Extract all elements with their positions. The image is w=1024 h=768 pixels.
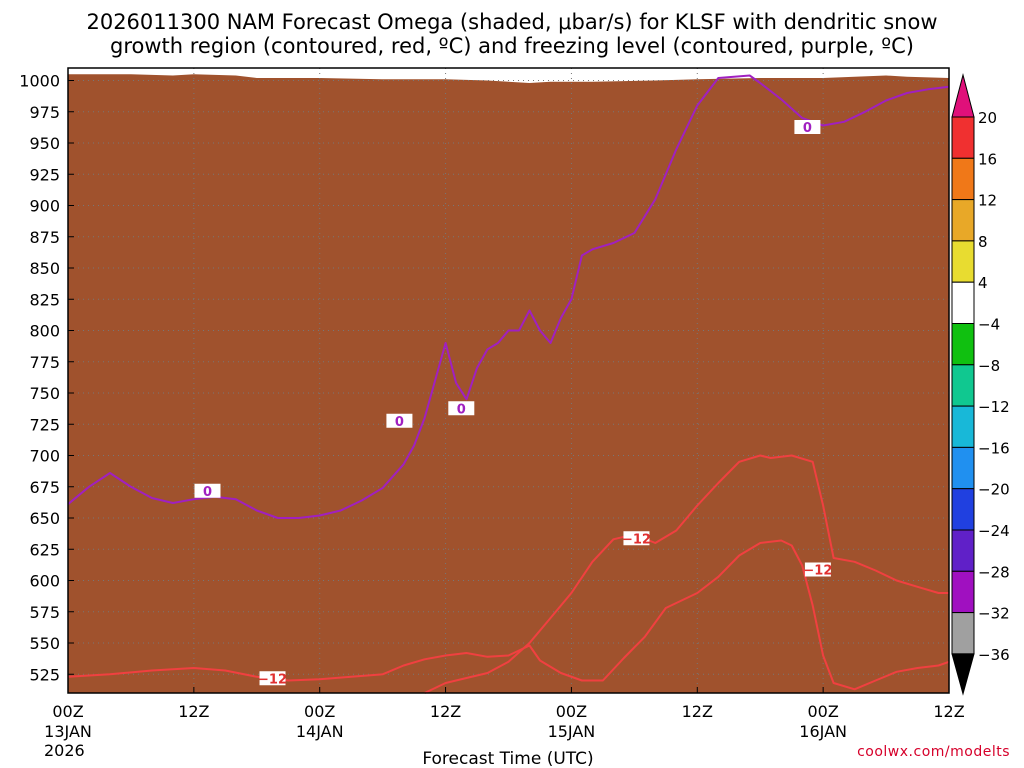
colorbar-label-11: −32	[978, 605, 1010, 623]
colorbar-label-3: 4	[978, 274, 988, 292]
colorbar-label-top: 20	[978, 109, 997, 127]
contour-label-bg-4	[386, 413, 413, 428]
colorbar-segment-4	[951, 281, 975, 325]
y-tick-label-825: 825	[29, 290, 60, 309]
contour-label-3: 0	[203, 485, 212, 500]
colorbar-label-12: −36	[978, 646, 1010, 664]
contour-label-bg-1	[623, 531, 650, 546]
y-tick-label-975: 975	[29, 103, 60, 122]
x-tick-date-72: 16JAN	[799, 722, 847, 741]
y-tick-label-875: 875	[29, 228, 60, 247]
axes: 525 550 575 600 625 650 675 700 725 750 775 800 825 8…	[19, 72, 964, 761]
colorbar-label-7: −16	[978, 439, 1010, 457]
chart-title-line-2: growth region (contoured, red, ºC) and f…	[110, 34, 914, 58]
colorbar-label-6: −12	[978, 398, 1010, 416]
colorbar-segment-0	[951, 116, 975, 159]
x-tick-label-12: 12Z	[178, 702, 209, 721]
contour-label-bg-6	[794, 120, 821, 134]
x-tick-label-48: 00Z	[556, 702, 587, 721]
colorbar-label-5: −8	[978, 357, 1000, 375]
terrain-surface	[68, 74, 949, 693]
colorbar-segment-8	[951, 446, 975, 490]
contour-label-bg-3	[194, 483, 221, 498]
contour-label-bg-5	[448, 401, 475, 416]
colorbar-segment-10	[951, 529, 975, 572]
y-tick-label-1000: 1000	[19, 72, 60, 91]
y-tick-label-600: 600	[29, 572, 60, 591]
contour-label-bg-2	[804, 562, 831, 577]
y-tick-label-900: 900	[29, 197, 60, 216]
colorbar-segment-11	[951, 570, 975, 614]
contour-lines: −12 −12 −12 0 0 0 0	[67, 74, 950, 694]
x-tick-date-24: 14JAN	[296, 722, 344, 741]
y-tick-label-725: 725	[29, 415, 60, 434]
contour-label-6: 0	[803, 121, 812, 136]
y-tick-label-925: 925	[29, 165, 60, 184]
colorbar-label-10: −28	[978, 563, 1010, 581]
credit-text: coolwx.com/modelts	[857, 744, 1010, 760]
x-tick-label-84: 12Z	[933, 702, 964, 721]
y-tick-label-675: 675	[29, 478, 60, 497]
contour-label-2: −12	[803, 564, 832, 579]
y-tick-label-525: 525	[29, 665, 60, 684]
x-tick-date-0: 13JAN	[44, 722, 92, 741]
colorbar-segment-6	[951, 364, 975, 407]
colorbar-segment-3	[951, 240, 975, 283]
colorbar-segment-5	[951, 323, 975, 366]
x-axis-label: Forecast Time (UTC)	[422, 749, 593, 768]
contour-label-1: −12	[622, 532, 651, 547]
colorbar-label-0: 16	[978, 150, 997, 168]
y-tick-label-575: 575	[29, 603, 60, 622]
colorbar-label-9: −24	[978, 522, 1010, 540]
x-tick-label-72: 00Z	[807, 702, 838, 721]
colorbar-segment-1	[951, 157, 975, 201]
colorbar-label-4: −4	[978, 316, 1000, 334]
contour-label-4: 0	[395, 415, 404, 430]
terrain-layer	[68, 74, 949, 693]
x-tick-label-60: 12Z	[682, 702, 713, 721]
y-tick-label-700: 700	[29, 447, 60, 466]
y-tick-label-800: 800	[29, 322, 60, 341]
y-tick-label-550: 550	[29, 634, 60, 653]
plot-frame	[67, 67, 950, 694]
colorbar-label-2: 8	[978, 233, 988, 251]
x-tick-label-36: 12Z	[430, 702, 461, 721]
colorbar: 20 16 12 8 4 −4 −8 −12 −16 −20 −24 −28 −32 −36	[951, 73, 1010, 696]
x-tick-label-0: 00Z	[52, 702, 83, 721]
colorbar-segment-12	[951, 612, 975, 655]
contour-label-0: −12	[258, 672, 287, 687]
colorbar-bottom-arrow	[951, 653, 975, 696]
y-tick-label-625: 625	[29, 540, 60, 559]
x-tick-year-0: 2026	[44, 741, 85, 760]
contour-dgz_upper_-12C	[67, 539, 950, 691]
y-tick-label-775: 775	[29, 353, 60, 372]
chart-title-line-1: 2026011300 NAM Forecast Omega (shaded, μ…	[86, 10, 938, 34]
x-tick-label-24: 00Z	[304, 702, 335, 721]
y-tick-label-750: 750	[29, 384, 60, 403]
contour-label-5: 0	[457, 402, 466, 417]
colorbar-label-8: −20	[978, 481, 1010, 499]
y-tick-label-950: 950	[29, 134, 60, 153]
colorbar-segment-7	[951, 405, 975, 448]
x-tick-date-48: 15JAN	[548, 722, 596, 741]
contour-freezing_0C	[67, 74, 950, 519]
colorbar-segment-9	[951, 488, 975, 531]
colorbar-segment-2	[951, 199, 975, 242]
y-tick-label-650: 650	[29, 509, 60, 528]
y-tick-label-850: 850	[29, 259, 60, 278]
colorbar-label-1: 12	[978, 192, 997, 210]
contour-label-bg-0	[259, 671, 286, 686]
contour-dgz_lower_-12C	[424, 454, 949, 694]
colorbar-top-arrow	[951, 73, 975, 118]
